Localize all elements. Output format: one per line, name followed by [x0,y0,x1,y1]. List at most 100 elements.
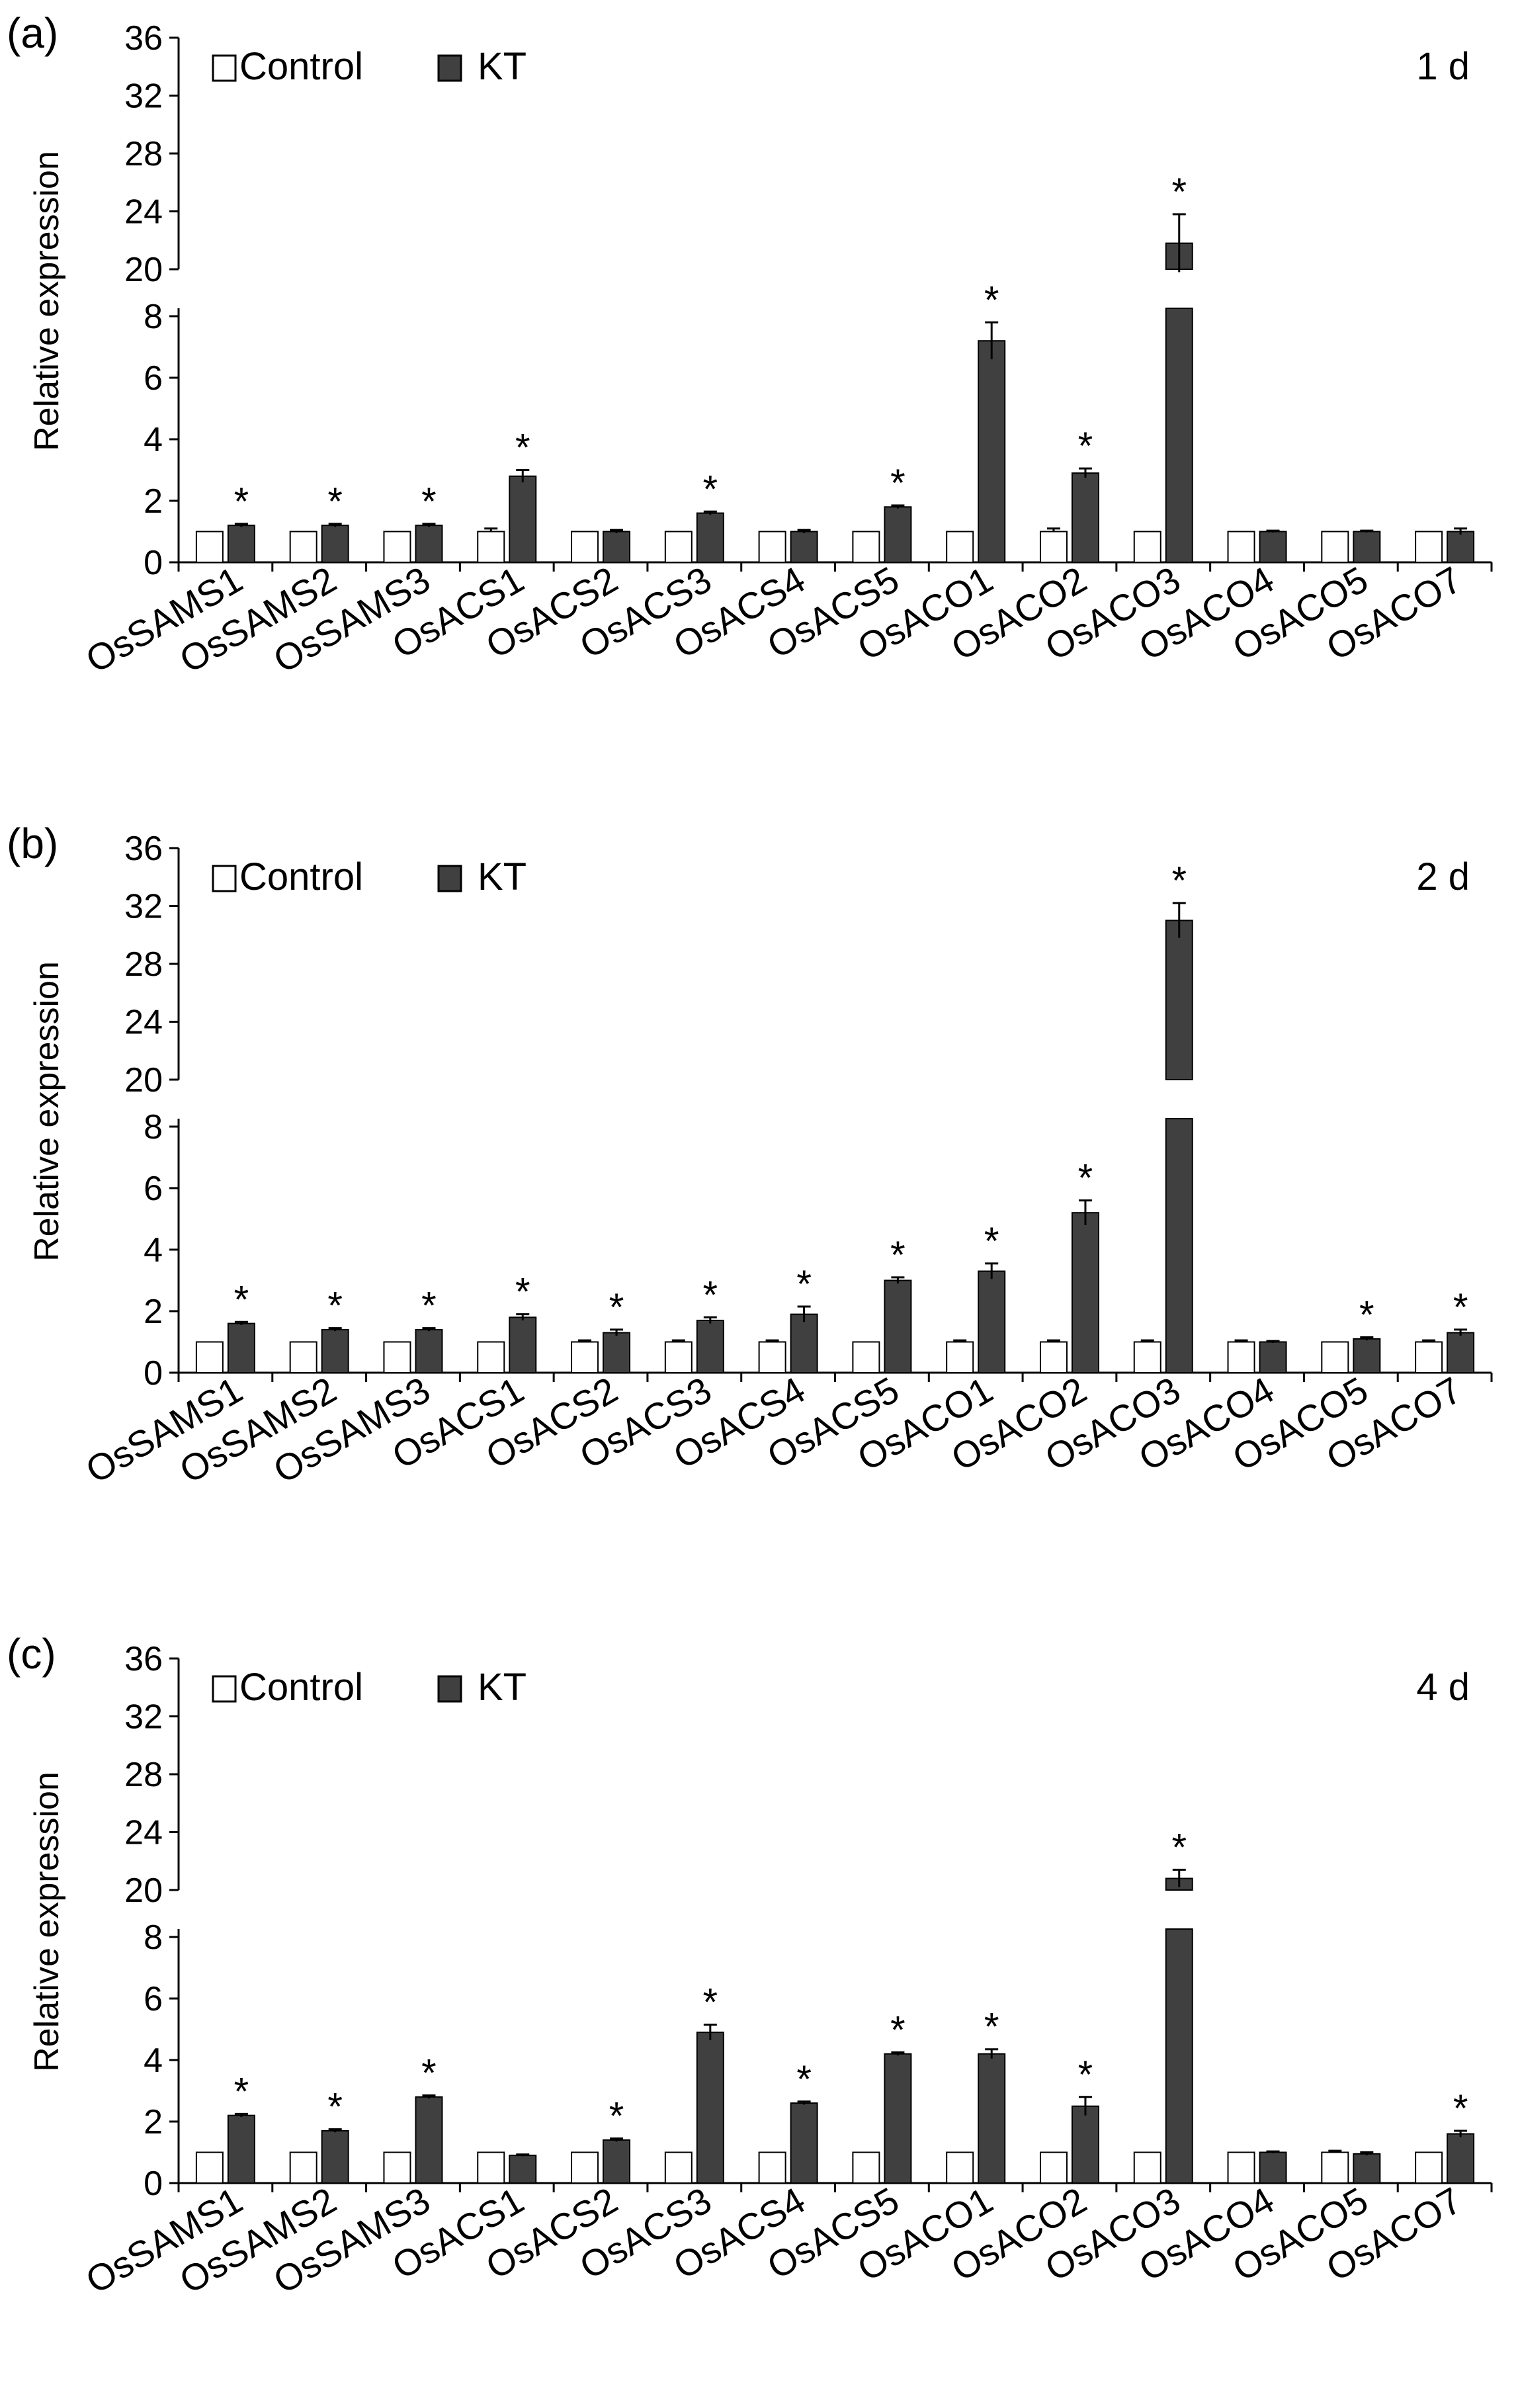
y-tick-label: 36 [124,830,163,868]
bar-kt [321,2129,349,2184]
y-tick-label: 20 [124,1061,163,1099]
significance-star: * [1171,171,1187,214]
bar-control [1415,2151,1443,2184]
y-tick-label: 36 [124,1640,163,1678]
y-tick-label: 6 [144,1980,163,2018]
bar-control [852,2151,880,2184]
bar-control [1133,2151,1161,2184]
significance-star: * [234,2070,249,2113]
bar-kt [696,512,724,563]
bar-kt [509,1316,537,1374]
bar-kt [415,1328,443,1374]
bar-kt-upper [1165,920,1193,1080]
bar-kt [227,1322,255,1373]
bar-kt [415,525,443,564]
bar-control [195,1341,224,1373]
significance-star: * [515,1271,530,1314]
legend-swatch-control [212,54,237,82]
significance-star: * [890,1234,906,1277]
y-tick-label: 8 [144,1918,163,1957]
bar-control [1227,531,1255,563]
y-tick-label: 4 [144,421,163,459]
bar-kt [790,2102,818,2184]
bar-control [1321,2151,1349,2184]
y-tick-label: 20 [124,1871,163,1910]
bar-control [1415,531,1443,563]
y-tick-label: 32 [124,888,163,926]
bar-kt [978,340,1006,563]
bar-kt [227,525,255,564]
legend-swatch-control [212,1675,237,1703]
significance-star: * [796,2058,812,2101]
bar-control [571,1341,599,1373]
y-tick-label: 0 [144,544,163,582]
bar-kt [321,525,349,564]
y-tick-label: 28 [124,1756,163,1794]
significance-star: * [421,480,437,523]
bar-control [1133,1341,1161,1373]
bar-kt [696,2032,724,2184]
bar-control [383,2151,411,2184]
bar-control [383,1341,411,1373]
bar-control [664,1341,693,1373]
significance-star: * [1078,1157,1093,1200]
bar-kt [696,1319,724,1373]
bar-control [477,531,505,563]
y-tick-label: 6 [144,1170,163,1208]
significance-star: * [984,2006,999,2049]
bar-control [1415,1341,1443,1373]
bar-control [852,1341,880,1373]
y-tick-label: 36 [124,19,163,58]
bar-kt [1071,1212,1099,1373]
bar-kt [603,1332,631,1374]
bar-kt-lower [1165,1928,1193,2184]
y-tick-label: 28 [124,135,163,173]
panel-label: (c) [7,1630,56,1678]
bar-control [1227,1341,1255,1373]
y-tick-label: 4 [144,1231,163,1269]
significance-star: * [327,480,343,523]
legend-label-control: Control [239,1666,363,1709]
bar-control [1133,531,1161,563]
bar-control [289,2151,317,2184]
significance-star: * [703,1273,718,1316]
significance-star: * [1078,2053,1093,2096]
day-label: 4 d [1416,1666,1470,1709]
significance-star: * [515,427,530,470]
bar-control [1039,531,1068,563]
bar-kt [978,1270,1006,1374]
y-tick-label: 0 [144,2165,163,2203]
bar-kt [1353,1338,1381,1373]
significance-star: * [609,1286,624,1329]
bar-control [195,531,224,563]
panel-label: (a) [7,9,58,57]
bar-control [1227,2151,1255,2184]
bar-control [289,1341,317,1373]
y-axis-label: Relative expression [28,961,66,1262]
bar-kt [884,2053,912,2184]
bar-control [664,2151,693,2184]
y-tick-label: 32 [124,77,163,116]
significance-star: * [1359,1294,1374,1337]
significance-star: * [1453,1286,1468,1329]
day-label: 1 d [1416,45,1470,88]
bar-kt [1447,531,1475,563]
y-tick-label: 32 [124,1698,163,1737]
y-tick-label: 24 [124,193,163,232]
bar-kt [1259,1341,1287,1373]
bar-control [758,1341,786,1373]
legend-label-kt: KT [478,1666,527,1709]
significance-star: * [703,1981,718,2024]
bar-kt [1447,2133,1475,2184]
day-label: 2 d [1416,855,1470,898]
significance-star: * [703,468,718,511]
bar-kt [790,1313,818,1374]
bar-kt-lower [1165,308,1193,563]
bar-kt [1259,2151,1287,2184]
bar-control [289,531,317,563]
bar-kt [1353,2153,1381,2184]
bar-control [383,531,411,563]
significance-star: * [1171,1826,1187,1869]
legend-label-control: Control [239,45,363,88]
